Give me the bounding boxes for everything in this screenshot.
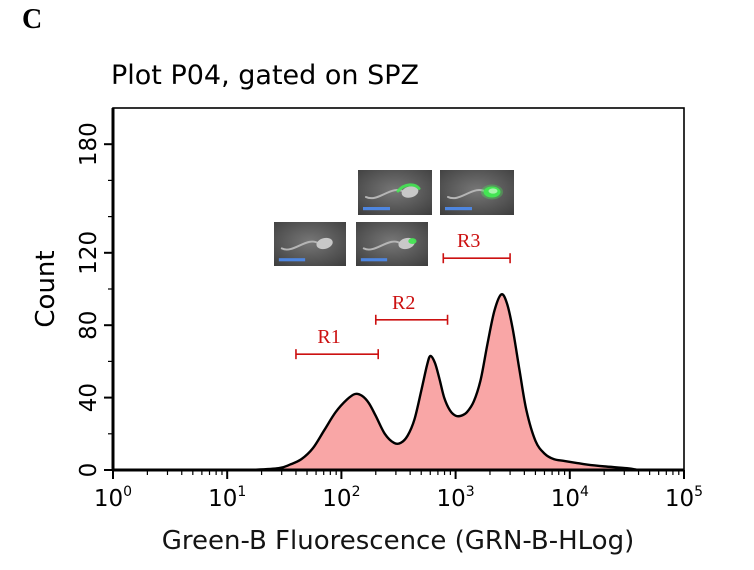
sperm-head xyxy=(401,186,419,198)
sperm-tail xyxy=(362,240,402,251)
histogram-area xyxy=(250,294,639,470)
y-tick-label: 0 xyxy=(76,463,102,478)
sperm-tail xyxy=(447,189,487,200)
gate-label-R2: R2 xyxy=(392,292,415,314)
gate-label-R1: R1 xyxy=(317,326,340,348)
scale-bar xyxy=(278,258,306,262)
scale-bar xyxy=(363,207,390,211)
green-stain-band xyxy=(396,183,421,193)
y-tick-label: 40 xyxy=(76,383,102,412)
sperm-tail xyxy=(365,189,405,200)
y-tick-label: 180 xyxy=(76,122,102,166)
x-tick-label: 102 xyxy=(322,484,360,512)
x-tick-label: 104 xyxy=(551,484,589,512)
sperm-micrograph-band-stain xyxy=(358,170,432,215)
x-tick-label: 100 xyxy=(94,484,132,512)
x-axis-label: Green-B Fluorescence (GRN-B-HLog) xyxy=(161,526,635,556)
panel-label: C xyxy=(22,4,43,35)
sperm-micrograph-full-head-stain xyxy=(440,170,514,215)
gate-label-R3: R3 xyxy=(457,230,480,252)
x-tick-label: 101 xyxy=(208,484,246,512)
scale-bar xyxy=(360,258,388,262)
x-tick-label: 105 xyxy=(665,484,703,512)
y-tick-label: 80 xyxy=(76,311,102,340)
x-tick-label: 103 xyxy=(436,484,474,512)
plot-border xyxy=(112,107,685,471)
sperm-head xyxy=(316,237,333,250)
histogram-outline xyxy=(249,293,639,470)
micrograph-image xyxy=(356,222,428,266)
green-head-highlight xyxy=(488,188,498,194)
y-axis-label: Count xyxy=(31,250,61,328)
chart-title: Plot P04, gated on SPZ xyxy=(111,60,420,91)
micrograph-image xyxy=(440,170,514,215)
sperm-micrograph-unstained xyxy=(274,222,346,266)
micrograph-image xyxy=(274,222,346,266)
green-stain-spot xyxy=(408,238,417,244)
sperm-micrograph-head-spot-stain xyxy=(356,222,428,266)
micrograph-image xyxy=(358,170,432,215)
y-tick-label: 120 xyxy=(76,231,102,275)
sperm-tail xyxy=(280,240,320,251)
scale-bar xyxy=(445,207,472,211)
